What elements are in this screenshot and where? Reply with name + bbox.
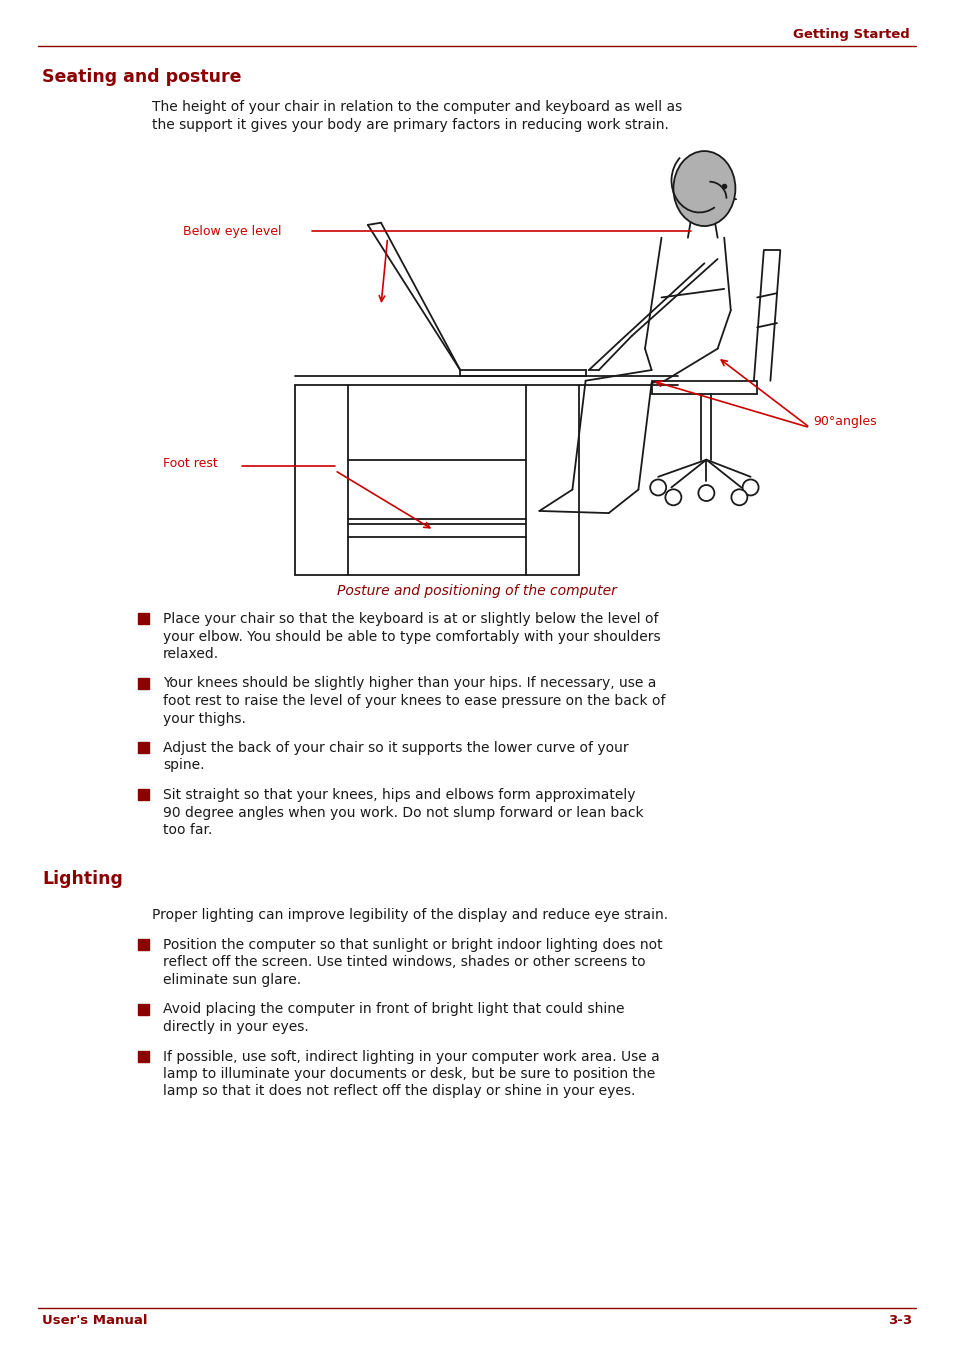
Text: Your knees should be slightly higher than your hips. If necessary, use a: Your knees should be slightly higher tha… [163, 677, 656, 690]
Circle shape [731, 489, 746, 505]
Text: Position the computer so that sunlight or bright indoor lighting does not: Position the computer so that sunlight o… [163, 938, 662, 952]
Bar [138, 677, 149, 689]
Text: Proper lighting can improve legibility of the display and reduce eye strain.: Proper lighting can improve legibility o… [152, 908, 667, 923]
Text: lamp so that it does not reflect off the display or shine in your eyes.: lamp so that it does not reflect off the… [163, 1085, 635, 1098]
Text: Place your chair so that the keyboard is at or slightly below the level of: Place your chair so that the keyboard is… [163, 612, 658, 626]
Text: foot rest to raise the level of your knees to ease pressure on the back of: foot rest to raise the level of your kne… [163, 694, 665, 708]
Text: Adjust the back of your chair so it supports the lower curve of your: Adjust the back of your chair so it supp… [163, 740, 628, 755]
Text: spine.: spine. [163, 758, 204, 773]
Text: your thighs.: your thighs. [163, 712, 246, 725]
Text: lamp to illuminate your documents or desk, but be sure to position the: lamp to illuminate your documents or des… [163, 1067, 655, 1081]
Text: Foot rest: Foot rest [163, 458, 217, 470]
Text: Avoid placing the computer in front of bright light that could shine: Avoid placing the computer in front of b… [163, 1002, 624, 1016]
Text: directly in your eyes.: directly in your eyes. [163, 1020, 309, 1034]
Text: Getting Started: Getting Started [792, 28, 909, 41]
Ellipse shape [673, 151, 735, 226]
Circle shape [664, 489, 680, 505]
Text: The height of your chair in relation to the computer and keyboard as well as: The height of your chair in relation to … [152, 100, 681, 113]
Circle shape [741, 480, 758, 496]
Text: If possible, use soft, indirect lighting in your computer work area. Use a: If possible, use soft, indirect lighting… [163, 1050, 659, 1063]
Bar [138, 1051, 149, 1062]
Text: Sit straight so that your knees, hips and elbows form approximately: Sit straight so that your knees, hips an… [163, 788, 635, 802]
Text: 3-3: 3-3 [887, 1315, 911, 1327]
Text: too far.: too far. [163, 823, 213, 838]
Text: User's Manual: User's Manual [42, 1315, 148, 1327]
Text: 90 degree angles when you work. Do not slump forward or lean back: 90 degree angles when you work. Do not s… [163, 805, 643, 820]
Text: Below eye level: Below eye level [183, 224, 281, 238]
Bar [138, 789, 149, 800]
Circle shape [650, 480, 665, 496]
Text: Seating and posture: Seating and posture [42, 68, 241, 86]
Text: Lighting: Lighting [42, 870, 123, 889]
Bar [138, 613, 149, 624]
Text: eliminate sun glare.: eliminate sun glare. [163, 973, 301, 988]
Text: 90°angles: 90°angles [813, 415, 876, 428]
Bar [138, 742, 149, 753]
Text: relaxed.: relaxed. [163, 647, 219, 661]
Text: the support it gives your body are primary factors in reducing work strain.: the support it gives your body are prima… [152, 118, 668, 132]
Bar [138, 939, 149, 950]
Text: Posture and positioning of the computer: Posture and positioning of the computer [336, 584, 617, 598]
Text: reflect off the screen. Use tinted windows, shades or other screens to: reflect off the screen. Use tinted windo… [163, 955, 645, 970]
Bar [138, 1004, 149, 1015]
Text: your elbow. You should be able to type comfortably with your shoulders: your elbow. You should be able to type c… [163, 630, 659, 643]
Circle shape [698, 485, 714, 501]
